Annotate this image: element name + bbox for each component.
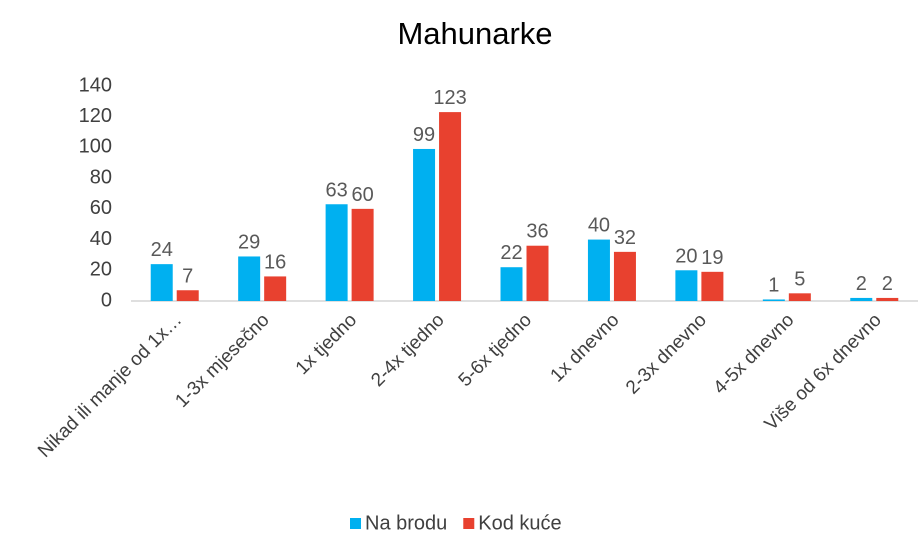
legend-swatch — [350, 518, 361, 529]
bar — [876, 297, 899, 301]
x-tick-label: 4-5x dnevno — [710, 310, 799, 399]
x-tick-label: 1x dnevno — [547, 310, 624, 387]
bar — [701, 271, 724, 301]
x-tick-label: Nikad ili manje od 1x… — [34, 310, 186, 462]
bar — [788, 293, 811, 301]
bar — [613, 251, 636, 301]
value-label: 32 — [614, 227, 636, 249]
chart-title: Mahunarke — [397, 16, 552, 51]
bar — [351, 208, 374, 301]
value-label: 63 — [325, 179, 347, 201]
value-label: 2 — [882, 273, 893, 295]
value-label: 36 — [526, 221, 548, 243]
value-label: 1 — [768, 274, 779, 296]
bar — [526, 245, 549, 301]
bar — [439, 112, 462, 301]
value-label: 5 — [794, 268, 805, 290]
y-tick-label: 100 — [79, 136, 112, 158]
y-tick-label: 20 — [90, 259, 112, 281]
bar — [850, 297, 873, 301]
y-tick-label: 0 — [101, 289, 112, 311]
y-tick-label: 120 — [79, 105, 112, 127]
value-label: 60 — [351, 184, 373, 206]
y-tick-label: 40 — [90, 228, 112, 250]
y-tick-label: 60 — [90, 197, 112, 219]
value-label: 99 — [413, 124, 435, 146]
value-label: 22 — [500, 242, 522, 264]
x-tick-label: 5-6x tjedno — [455, 310, 536, 391]
bar — [413, 148, 436, 301]
value-label: 123 — [433, 87, 466, 109]
legend-label: Kod kuće — [478, 512, 561, 534]
x-tick-label: 2-4x tjedno — [367, 310, 448, 391]
bar — [500, 267, 523, 301]
bar — [325, 204, 348, 301]
x-tick-label: 1x tjedno — [292, 310, 361, 379]
bar — [762, 299, 785, 301]
value-label: 7 — [182, 265, 193, 287]
y-tick-label: 140 — [79, 74, 112, 96]
value-label: 2 — [856, 273, 867, 295]
bar — [264, 276, 287, 301]
value-label: 29 — [238, 231, 260, 253]
value-label: 20 — [675, 245, 697, 267]
y-tick-label: 80 — [90, 166, 112, 188]
bar — [150, 264, 173, 301]
x-tick-label: 1-3x mjesečno — [171, 310, 273, 412]
bar — [587, 239, 610, 301]
value-label: 16 — [264, 251, 286, 273]
legend-swatch — [463, 518, 475, 529]
value-label: 19 — [701, 247, 723, 269]
bar — [176, 290, 199, 301]
value-label: 24 — [151, 239, 173, 261]
value-label: 40 — [588, 215, 610, 237]
bar — [238, 256, 261, 301]
x-tick-label: 2-3x dnevno — [622, 310, 711, 399]
legend-label: Na brodu — [365, 512, 447, 534]
bar — [675, 270, 698, 301]
